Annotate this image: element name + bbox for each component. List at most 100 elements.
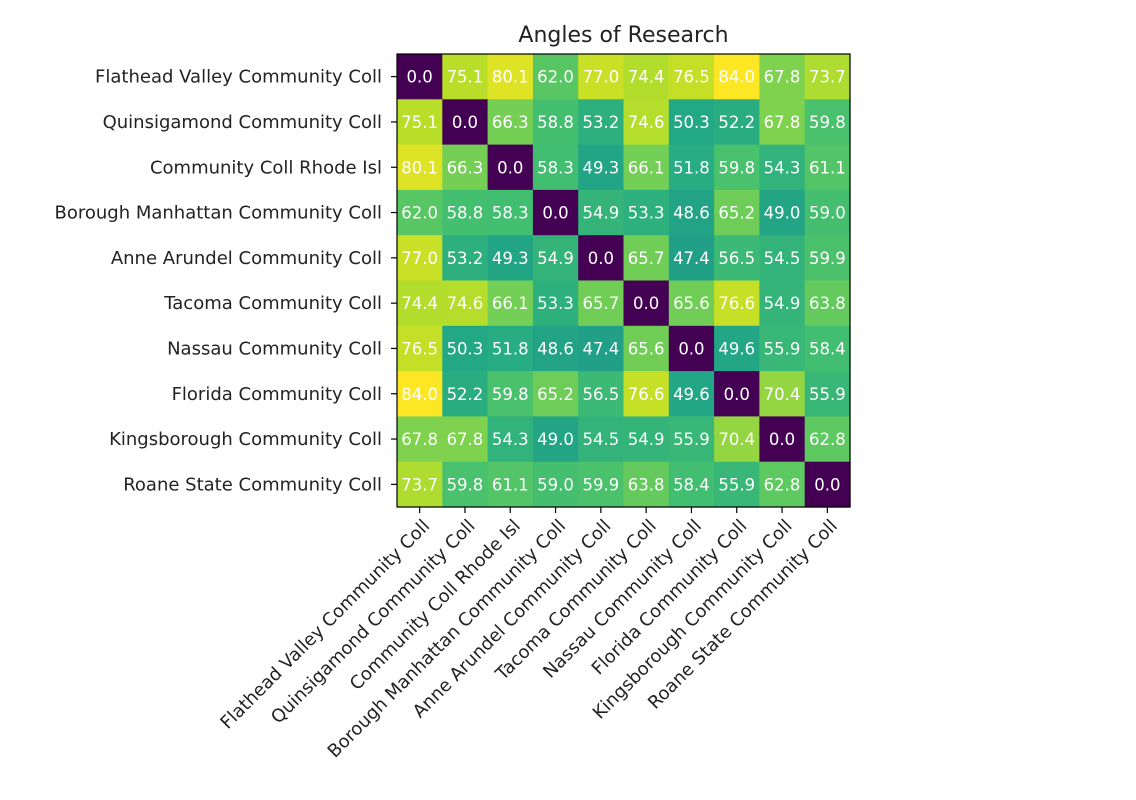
heatmap-cell	[578, 280, 625, 327]
cell-value-label: 54.9	[537, 249, 574, 268]
heatmap-cell	[759, 99, 806, 146]
cell-value-label: 47.4	[582, 339, 619, 358]
heatmap-cell	[668, 235, 715, 282]
cell-value-label: 77.0	[582, 68, 619, 87]
heatmap-cell	[668, 325, 715, 372]
cell-value-label: 75.1	[401, 113, 438, 132]
cell-value-label: 63.8	[628, 475, 665, 494]
heatmap-cell	[532, 99, 579, 146]
cell-value-label: 76.6	[718, 294, 755, 313]
cell-annotations: 0.0 75.1 80.1 62.0 77.0 74.4 76.5 84.0 67.8 73.7 7…	[401, 68, 845, 495]
cell-value-label: 54.5	[764, 249, 801, 268]
cell-value-label: 66.1	[628, 158, 665, 177]
heatmap-cell	[668, 416, 715, 463]
heatmap-cell	[759, 325, 806, 372]
heatmap-cell	[804, 461, 851, 508]
cell-value-label: 62.8	[764, 475, 801, 494]
cell-value-label: 76.5	[401, 339, 438, 358]
heatmap-cell	[397, 54, 443, 100]
cell-value-label: 48.6	[673, 204, 710, 223]
cell-value-label: 74.4	[401, 294, 438, 313]
cell-value-label: 75.1	[447, 68, 484, 87]
heatmap-cell	[487, 325, 534, 372]
heatmap-cell	[714, 461, 760, 508]
cell-value-label: 54.3	[492, 430, 529, 449]
heatmap-cell	[442, 461, 489, 508]
plot-frame	[396, 53, 851, 508]
cell-value-label: 49.6	[673, 385, 710, 404]
heatmap-cell	[442, 325, 489, 372]
heatmap-cell	[714, 416, 760, 463]
cell-value-label: 65.2	[718, 204, 755, 223]
cell-value-label: 70.4	[718, 430, 755, 449]
heatmap-cell	[668, 371, 715, 417]
heatmap-cell	[532, 461, 579, 508]
heatmap-cell	[442, 280, 489, 327]
cell-value-label: 59.9	[809, 249, 846, 268]
cell-value-label: 58.3	[537, 158, 574, 177]
heatmap-cell	[397, 280, 443, 327]
cell-value-label: 58.3	[492, 204, 529, 223]
heatmap-cell	[578, 325, 625, 372]
cell-value-label: 65.7	[628, 249, 665, 268]
cell-value-label: 0.0	[769, 430, 795, 449]
cell-value-label: 62.8	[809, 430, 846, 449]
cell-value-label: 51.8	[673, 158, 710, 177]
heatmap-cell	[442, 144, 489, 191]
cell-value-label: 49.0	[764, 204, 801, 223]
heatmap-cell	[578, 416, 625, 463]
heatmap-cell	[804, 280, 851, 327]
cell-value-label: 54.5	[582, 430, 619, 449]
cell-value-label: 56.5	[582, 385, 619, 404]
cell-value-label: 0.0	[588, 249, 614, 268]
cell-value-label: 51.8	[492, 339, 529, 358]
cell-value-label: 56.5	[718, 249, 755, 268]
heatmap-cell	[759, 235, 806, 282]
cell-value-label: 74.4	[628, 68, 665, 87]
heatmap-cell	[578, 189, 625, 236]
heatmap-cell	[804, 144, 851, 191]
heatmap-cell	[442, 54, 489, 100]
cell-value-label: 55.9	[718, 475, 755, 494]
cell-value-label: 52.2	[718, 113, 755, 132]
cell-value-label: 67.8	[447, 430, 484, 449]
heatmap-cell	[487, 54, 534, 100]
heatmap-cell	[804, 325, 851, 372]
cell-value-label: 73.7	[401, 475, 438, 494]
heatmap-cell	[759, 144, 806, 191]
cell-value-label: 55.9	[673, 430, 710, 449]
heatmap-cell	[487, 416, 534, 463]
heatmap-cell	[532, 280, 579, 327]
cell-value-label: 49.3	[492, 249, 529, 268]
cell-value-label: 52.2	[447, 385, 484, 404]
cell-value-label: 65.7	[582, 294, 619, 313]
heatmap-cell	[623, 144, 670, 191]
cell-value-label: 70.4	[764, 385, 801, 404]
heatmap-cell	[714, 235, 760, 282]
cell-value-label: 0.0	[724, 385, 750, 404]
y-tick-label: Quinsigamond Community Coll	[103, 112, 382, 133]
heatmap-cell	[623, 235, 670, 282]
heatmap-cell	[668, 189, 715, 236]
cell-value-label: 54.9	[582, 204, 619, 223]
heatmap-cell	[668, 54, 715, 100]
cell-value-label: 62.0	[401, 204, 438, 223]
heatmap-cell	[397, 325, 443, 372]
heatmap-cell	[623, 54, 670, 100]
cell-value-label: 67.8	[764, 68, 801, 87]
heatmap-cell	[578, 144, 625, 191]
heatmap-cell	[487, 189, 534, 236]
cell-value-label: 80.1	[492, 68, 529, 87]
heatmap-cell	[397, 99, 443, 146]
cell-value-label: 74.6	[447, 294, 484, 313]
cell-value-label: 59.0	[809, 204, 846, 223]
heatmap-cell	[714, 54, 760, 100]
cell-value-label: 0.0	[678, 339, 704, 358]
heatmap-cell	[804, 54, 851, 100]
cell-value-label: 0.0	[452, 113, 478, 132]
cell-value-label: 53.3	[628, 204, 665, 223]
heatmap-cells	[397, 54, 851, 508]
heatmap-cell	[442, 416, 489, 463]
x-axis-ticks: Flathead Valley Community CollQuinsigamo…	[216, 507, 842, 762]
cell-value-label: 54.9	[764, 294, 801, 313]
